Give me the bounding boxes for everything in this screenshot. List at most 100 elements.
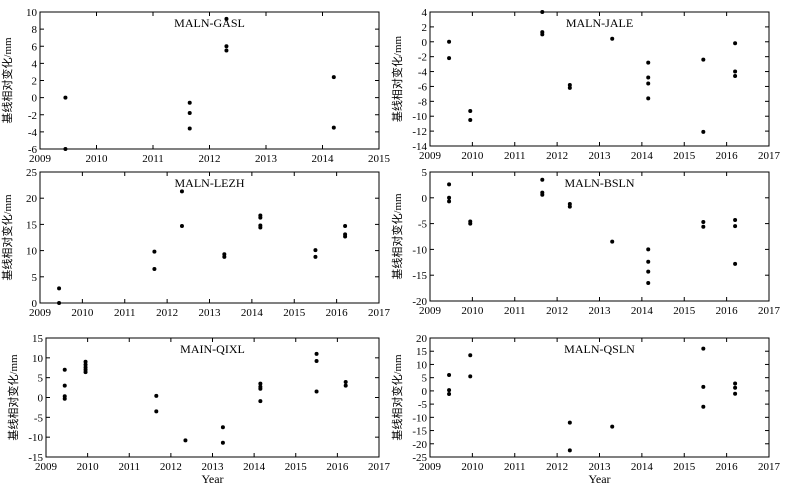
x-tick-label: 2015: [673, 150, 696, 162]
data-point: [57, 301, 62, 305]
data-point: [187, 111, 192, 116]
x-tick-label: 2015: [673, 305, 696, 317]
data-point: [701, 384, 706, 389]
data-point: [468, 353, 473, 358]
y-tick-label: -5: [418, 399, 428, 411]
x-tick-label: 2012: [156, 307, 178, 319]
data-point: [343, 383, 348, 388]
data-point: [701, 404, 706, 409]
y-tick-label: -4: [28, 127, 38, 139]
y-tick-label: 8: [32, 24, 38, 36]
data-point: [447, 199, 452, 204]
data-point: [62, 367, 67, 372]
x-tick-label: 2015: [673, 461, 696, 473]
panel-title: MAIN-QIXL: [180, 342, 245, 356]
y-tick-label: -2: [418, 52, 427, 64]
y-tick-label: -15: [28, 452, 43, 464]
data-point: [258, 386, 263, 391]
x-tick-label: 2009: [29, 153, 52, 165]
data-point: [646, 269, 651, 274]
data-point: [314, 351, 319, 356]
data-point: [154, 393, 159, 398]
data-point: [62, 396, 67, 401]
data-point: [701, 346, 706, 351]
y-tick-label: 0: [422, 386, 428, 398]
x-tick-label: 2014: [312, 153, 335, 165]
data-point: [258, 381, 263, 386]
y-axis-label: 基线相对变化/mm: [390, 193, 404, 280]
data-point: [224, 48, 229, 53]
x-tick-label: 2012: [546, 150, 568, 162]
y-axis-label: 基线相对变化/mm: [390, 354, 404, 441]
x-tick-label: 2017: [758, 461, 781, 473]
y-tick-label: 15: [26, 219, 38, 231]
data-point: [220, 425, 225, 430]
data-point: [222, 254, 227, 259]
data-point: [540, 10, 545, 14]
y-tick-label: 5: [32, 272, 38, 284]
y-tick-label: -6: [418, 81, 428, 93]
x-tick-label: 2009: [29, 307, 52, 319]
y-axis-label: 基线相对变化/mm: [0, 37, 14, 124]
x-tick-label: 2015: [283, 307, 306, 319]
chart-panel-1: 2009 2010 2011 2012 2013 2014 2015 -6 -4 -2 0 2 4 6 8 1…: [0, 7, 391, 165]
data-point: [63, 95, 68, 100]
data-point: [701, 129, 706, 134]
data-point: [314, 389, 319, 394]
y-tick-label: 20: [26, 193, 38, 205]
y-tick-label: -5: [34, 412, 44, 424]
data-point: [567, 448, 572, 453]
y-tick-label: 15: [416, 346, 428, 358]
panel-title: MALN-LEZH: [175, 176, 245, 190]
y-tick-label: -5: [418, 219, 428, 231]
x-tick-label: 2014: [241, 307, 264, 319]
data-point: [540, 192, 545, 197]
data-point: [540, 32, 545, 37]
data-point: [313, 254, 318, 259]
data-point: [331, 75, 336, 80]
x-tick-label: 2010: [461, 461, 484, 473]
y-tick-label: 4: [32, 58, 38, 70]
x-tick-label: 2011: [114, 307, 136, 319]
plot-frame: [39, 171, 380, 304]
data-point: [610, 239, 615, 244]
data-point: [567, 82, 572, 87]
y-tick-label: 2: [422, 22, 428, 34]
y-tick-label: -2: [28, 110, 37, 122]
data-point: [154, 409, 159, 414]
data-point: [733, 381, 738, 386]
data-point: [646, 247, 651, 252]
y-tick-label: 10: [32, 353, 44, 365]
y-tick-label: -25: [412, 452, 427, 464]
x-tick-label: 2012: [546, 461, 568, 473]
data-point: [83, 362, 88, 367]
x-tick-label: 2013: [589, 461, 612, 473]
plot-frame: [39, 11, 380, 150]
x-tick-label: 2010: [71, 307, 94, 319]
y-tick-label: -8: [418, 96, 428, 108]
y-tick-label: 5: [422, 167, 428, 179]
data-point: [733, 261, 738, 266]
x-tick-label: 2017: [368, 461, 391, 473]
y-tick-label: -12: [412, 126, 427, 138]
data-point: [314, 359, 319, 364]
x-tick-label: 2014: [631, 305, 654, 317]
x-tick-label: 2012: [199, 153, 221, 165]
x-tick-label: 2012: [546, 305, 568, 317]
data-point: [567, 85, 572, 90]
y-axis-label: 基线相对变化/mm: [0, 194, 14, 281]
chart-panel-6: 2009 2010 2011 2012 2013 2014 2015 2016 2017-25-…: [390, 333, 781, 486]
y-tick-label: -20: [412, 439, 427, 451]
y-tick-label: 0: [32, 298, 38, 310]
data-point: [343, 380, 348, 385]
x-axis-label: Year: [201, 472, 223, 486]
y-tick-label: 6: [32, 41, 38, 53]
panel-title: MALN-BSLN: [564, 176, 634, 190]
y-tick-label: -20: [412, 296, 427, 308]
data-point: [152, 266, 157, 271]
y-tick-label: 25: [26, 167, 38, 179]
data-point: [733, 41, 738, 46]
x-tick-label: 2016: [326, 307, 349, 319]
y-tick-label: -10: [28, 432, 43, 444]
data-point: [447, 182, 452, 187]
